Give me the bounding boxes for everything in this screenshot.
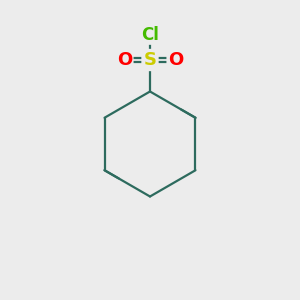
- Text: O: O: [117, 51, 132, 69]
- Text: O: O: [168, 51, 183, 69]
- Text: S: S: [143, 51, 157, 69]
- Text: Cl: Cl: [141, 26, 159, 44]
